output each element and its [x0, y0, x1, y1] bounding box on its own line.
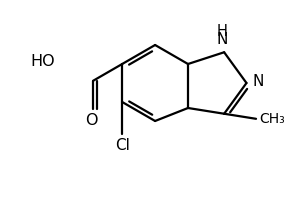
Text: N: N [217, 32, 228, 47]
Text: Cl: Cl [115, 138, 130, 153]
Text: CH₃: CH₃ [259, 112, 285, 126]
Text: HO: HO [30, 54, 55, 68]
Text: H: H [217, 24, 228, 39]
Text: N: N [253, 75, 264, 89]
Text: O: O [85, 113, 98, 128]
